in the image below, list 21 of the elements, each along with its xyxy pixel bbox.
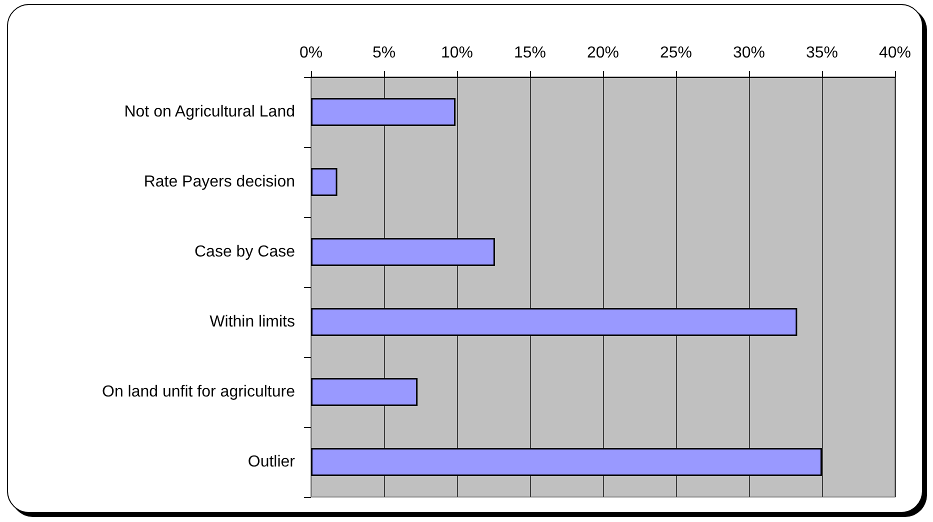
bar (311, 308, 798, 336)
y-tick-label: On land unfit for agriculture (102, 384, 296, 400)
bar (311, 98, 456, 126)
x-tick-label: 25% (660, 44, 692, 62)
x-tick-label: 5% (372, 44, 396, 62)
bar (311, 168, 338, 196)
x-tick-label: 0% (299, 44, 323, 62)
x-tick-label: 40% (878, 44, 912, 62)
bar (311, 448, 822, 476)
y-tick-label: Within limits (210, 314, 295, 330)
x-tick-label: 30% (732, 44, 766, 62)
bar (311, 378, 418, 406)
y-tick-label: Rate Payers decision (144, 174, 295, 190)
bar (311, 238, 495, 266)
y-tick-label: Outlier (248, 454, 296, 470)
y-tick-label: Not on Agricultural Land (124, 104, 295, 120)
x-tick-label: 15% (514, 44, 546, 62)
x-tick-label: 20% (586, 44, 620, 62)
y-tick-label: Case by Case (194, 244, 296, 260)
x-tick-label: 10% (440, 44, 474, 62)
x-tick-label: 35% (806, 44, 838, 62)
